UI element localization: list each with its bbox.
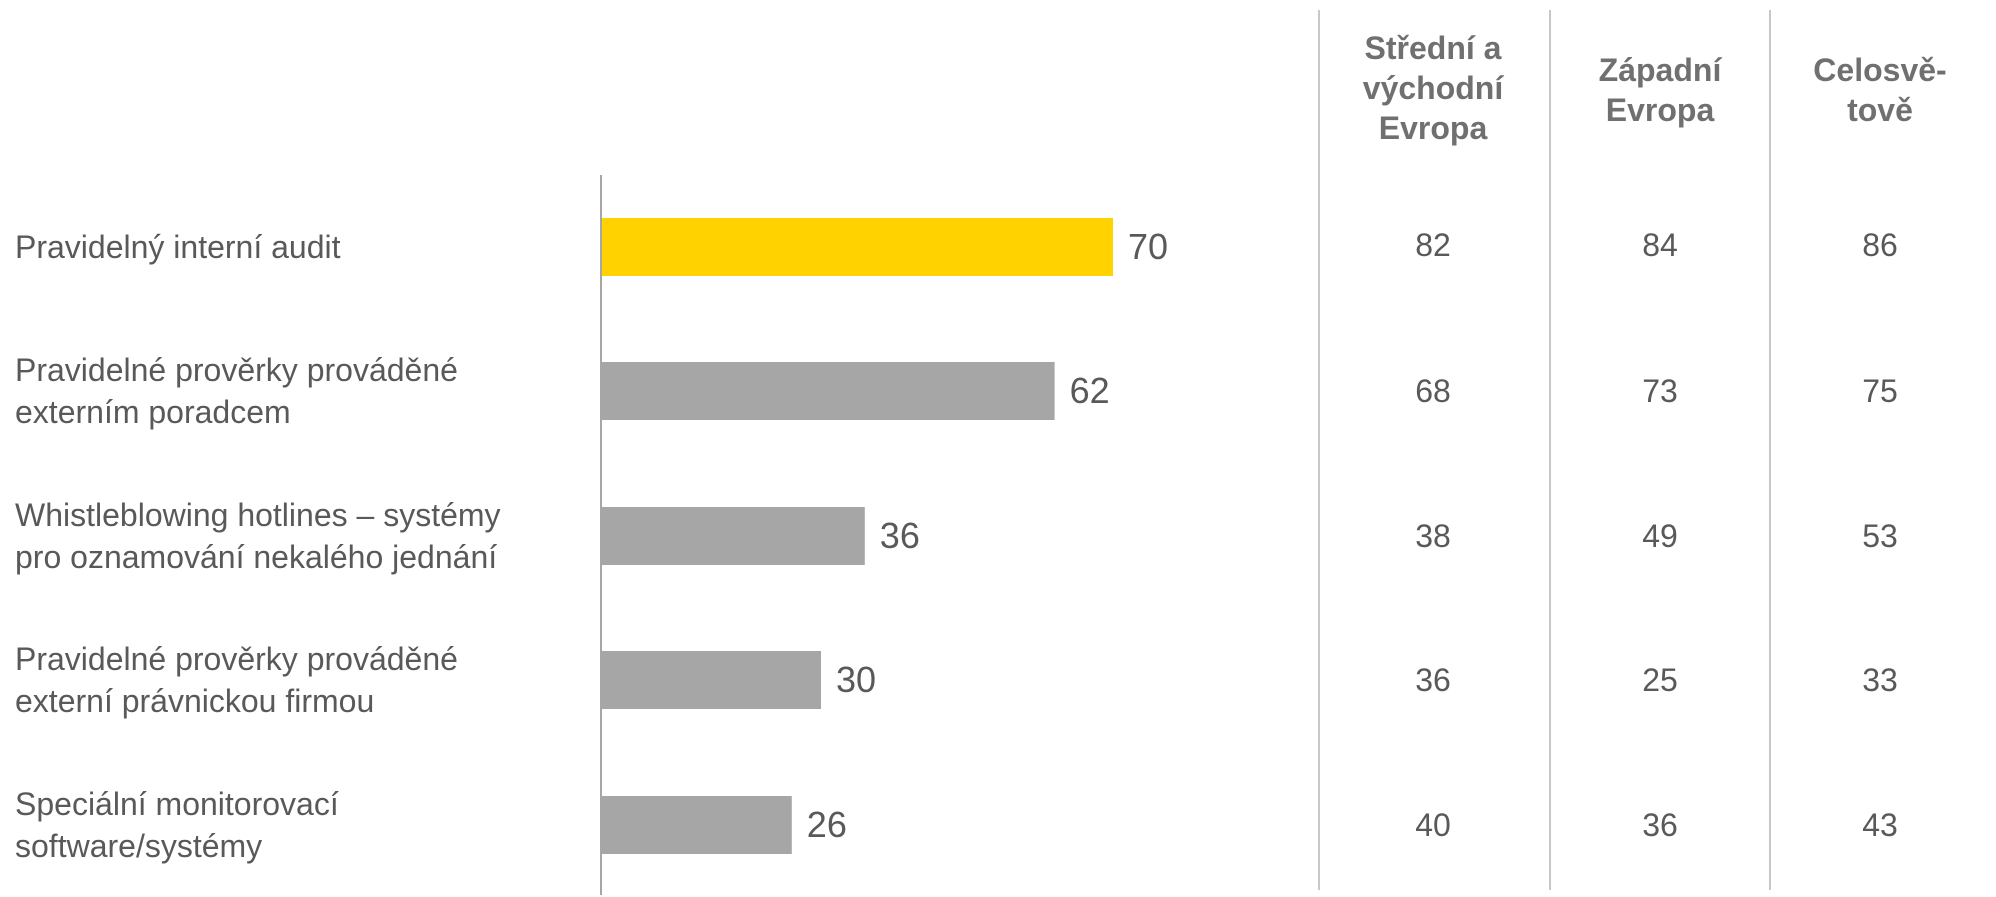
bar bbox=[602, 218, 1113, 276]
table-cell: 36 bbox=[1415, 662, 1451, 698]
bar bbox=[602, 651, 821, 709]
column-divider bbox=[1318, 10, 1320, 890]
bar bbox=[602, 507, 865, 565]
table-cell: 68 bbox=[1415, 373, 1451, 409]
column-divider bbox=[1769, 10, 1771, 890]
table-cell: 43 bbox=[1862, 807, 1898, 843]
category-label: Whistleblowing hotlines – systémy pro oz… bbox=[15, 497, 501, 575]
column-header: Západní Evropa bbox=[1598, 52, 1722, 128]
column-header: Střední a východní Evropa bbox=[1362, 30, 1504, 146]
bar bbox=[602, 362, 1055, 420]
table-cell: 38 bbox=[1415, 518, 1451, 554]
table-cell: 25 bbox=[1642, 662, 1678, 698]
table-cell: 84 bbox=[1642, 227, 1678, 263]
category-label: Pravidelné prověrky prováděné externí pr… bbox=[15, 641, 458, 719]
bar-value-label: 26 bbox=[807, 804, 847, 845]
table-cell: 49 bbox=[1642, 518, 1678, 554]
category-label: Speciální monitorovací software/systémy bbox=[15, 786, 339, 864]
bar bbox=[602, 796, 792, 854]
column-divider bbox=[1549, 10, 1551, 890]
table-cell: 40 bbox=[1415, 807, 1451, 843]
table-cell: 82 bbox=[1415, 227, 1451, 263]
table-cell: 36 bbox=[1642, 807, 1678, 843]
table-cell: 53 bbox=[1862, 518, 1898, 554]
table-cell: 33 bbox=[1862, 662, 1898, 698]
category-label: Pravidelné prověrky prováděné externím p… bbox=[15, 352, 458, 430]
bar-value-label: 30 bbox=[836, 659, 876, 700]
bar-value-label: 36 bbox=[880, 515, 920, 556]
table-cell: 75 bbox=[1862, 373, 1898, 409]
column-header: Celosvě- tově bbox=[1813, 52, 1947, 128]
bar-value-label: 62 bbox=[1070, 370, 1110, 411]
table-cell: 73 bbox=[1642, 373, 1678, 409]
category-label: Pravidelný interní audit bbox=[15, 229, 341, 265]
table-cell: 86 bbox=[1862, 227, 1898, 263]
bar-value-label: 70 bbox=[1128, 226, 1168, 267]
